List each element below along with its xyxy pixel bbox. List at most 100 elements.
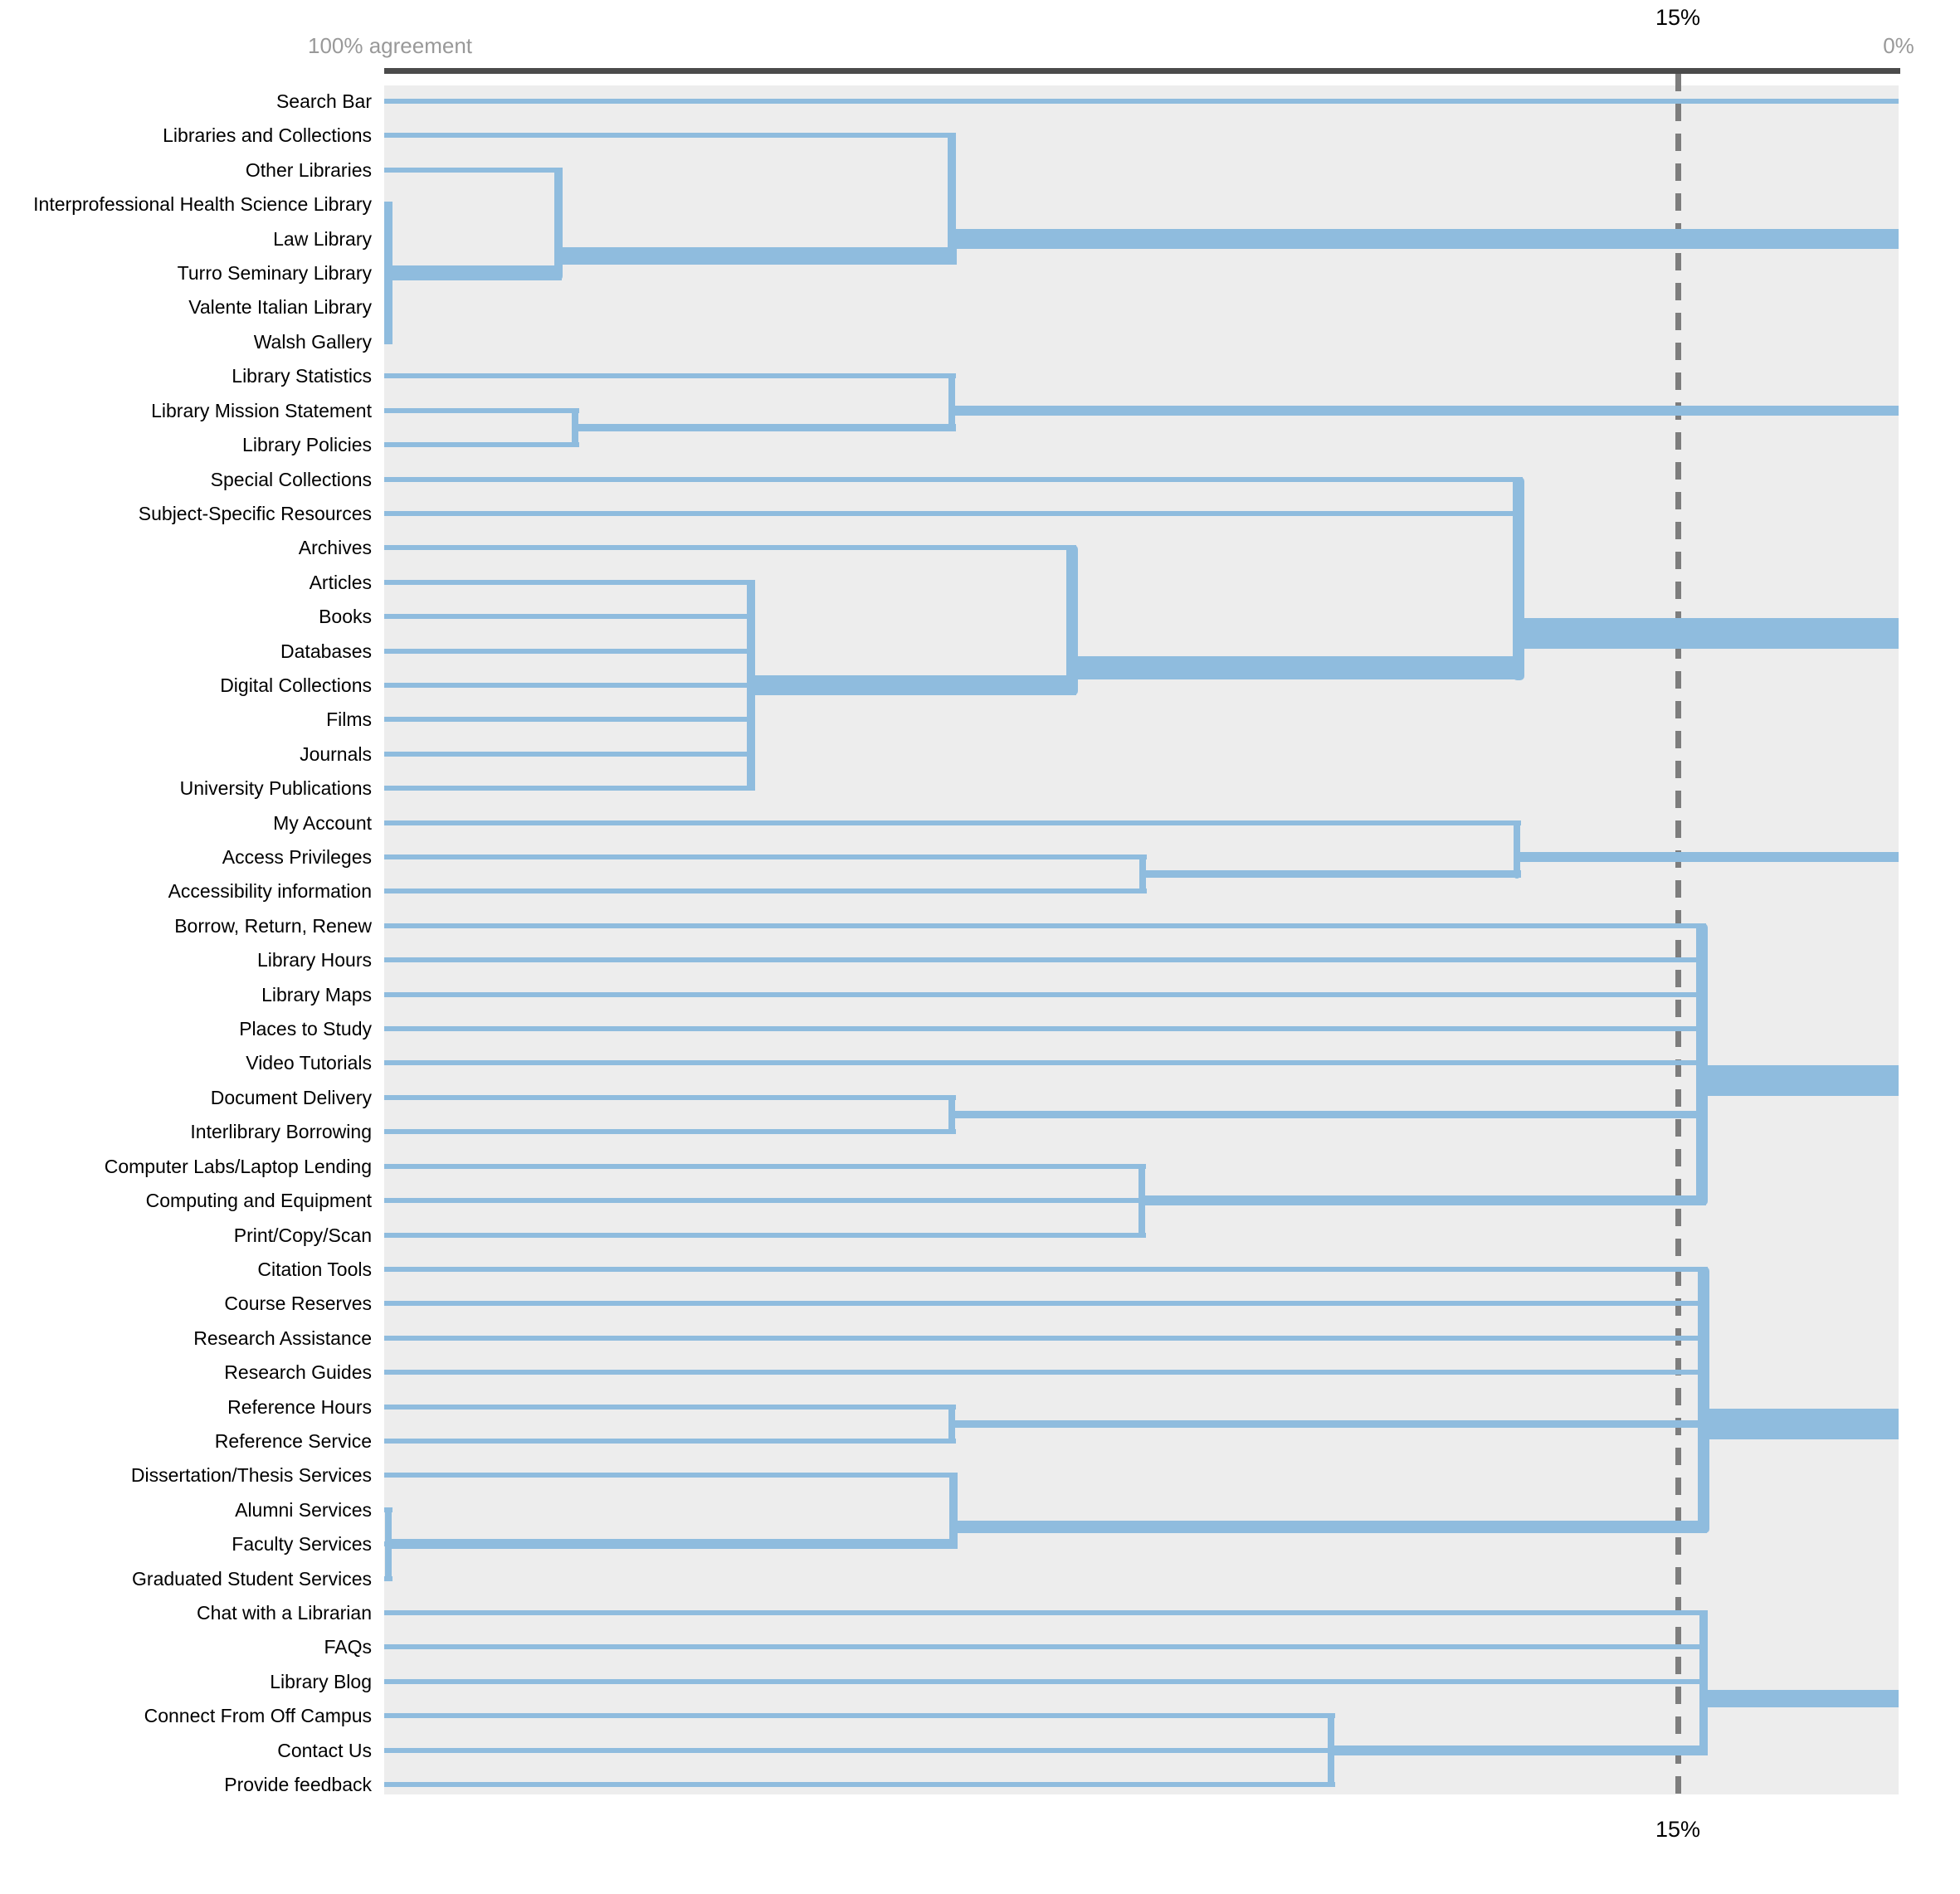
dendrogram-branch-line: [384, 1026, 1706, 1031]
item-label: Library Hours: [256, 949, 372, 971]
dendrogram-branch-line: [575, 424, 956, 431]
dendrogram-branch-line: [1517, 852, 1899, 862]
item-label: Document Delivery: [210, 1087, 372, 1108]
dendrogram-branch-line: [384, 1748, 1335, 1753]
item-label: Dissertation/Thesis Services: [130, 1464, 372, 1486]
dendrogram-merge-connector: [1514, 820, 1520, 879]
item-label: Library Maps: [261, 984, 372, 1005]
dendrogram-branch-line: [384, 408, 579, 413]
dendrogram-branch-line: [384, 992, 1706, 997]
dendrogram-branch-line: [952, 229, 1899, 249]
dendrogram-branch-line: [384, 168, 563, 173]
item-label: My Account: [273, 812, 372, 834]
dendrogram-merge-connector: [1066, 545, 1078, 695]
dendrogram-branch-line: [1142, 1195, 1706, 1205]
dendrogram-branch-line: [384, 1129, 956, 1134]
dendrogram-merge-connector: [384, 202, 392, 344]
dendrogram-branch-line: [384, 752, 755, 757]
item-label: Research Assistance: [193, 1327, 372, 1349]
dendrogram-branch-line: [384, 1713, 1335, 1718]
dendrogram-branch-line: [1143, 870, 1521, 878]
dendrogram-branch-line: [384, 1473, 958, 1478]
dendrogram-branch-line: [384, 1233, 1146, 1238]
item-label: Alumni Services: [235, 1499, 372, 1521]
dendrogram-branch-line: [384, 133, 956, 138]
item-label-column: Search Bar Libraries and Collections Other…: [0, 0, 375, 1894]
item-label: Print/Copy/Scan: [233, 1225, 372, 1246]
item-label: Library Policies: [242, 434, 372, 455]
threshold-line[interactable]: [1675, 74, 1681, 1794]
dendrogram-branch-line: [384, 820, 1521, 825]
item-label: Databases: [280, 640, 372, 662]
item-label: Films: [326, 708, 372, 730]
item-label: Law Library: [273, 228, 372, 250]
dendrogram-branch-line: [952, 1420, 1707, 1428]
dendrogram-branch-line: [388, 265, 562, 280]
dendrogram-branch-line: [384, 614, 755, 619]
dendrogram-merge-connector: [1139, 854, 1146, 893]
dendrogram-branch-line: [384, 1610, 1708, 1615]
item-label: Interprofessional Health Science Library: [33, 193, 372, 215]
dendrogram-branch-line: [384, 1164, 1146, 1169]
dendrogram-branch-line: [384, 1782, 1335, 1787]
dendrogram-branch-line: [384, 373, 956, 378]
item-label: Articles: [309, 572, 372, 593]
dendrogram-branch-line: [953, 1521, 1707, 1533]
dendrogram-branch-line: [952, 406, 1899, 416]
dendrogram-branch-line: [384, 957, 1706, 962]
dendrogram-branch-line: [952, 1111, 1705, 1118]
dendrogram-branch-line: [384, 1301, 1708, 1306]
dendrogram-branch-line: [751, 675, 1076, 695]
dendrogram-merge-connector: [948, 133, 956, 264]
dendrogram-branch-line: [384, 442, 579, 447]
item-label: Video Tutorials: [246, 1052, 372, 1074]
item-label: Libraries and Collections: [163, 124, 372, 146]
dendrogram-branch-line: [1072, 656, 1523, 679]
dendrogram-branch-line: [384, 889, 1147, 893]
dendrogram-plot-background: [384, 85, 1899, 1794]
dendrogram-branch-line: [384, 1644, 1708, 1649]
item-label: Walsh Gallery: [253, 331, 372, 353]
dendrogram-merge-connector: [1696, 923, 1708, 1205]
item-label: Provide feedback: [224, 1774, 372, 1795]
item-label: Accessibility information: [168, 880, 372, 902]
dendrogram-branch-line: [384, 683, 755, 688]
item-label: Digital Collections: [220, 674, 372, 696]
dendrogram-branch-line: [384, 1267, 1708, 1272]
item-label: Search Bar: [275, 90, 372, 112]
item-label: Graduated Student Services: [132, 1568, 372, 1590]
dendrogram-branch-line: [1331, 1745, 1708, 1755]
item-label: University Publications: [179, 777, 372, 799]
item-label: Library Blog: [270, 1671, 372, 1692]
item-label: Library Mission Statement: [151, 400, 372, 421]
dendrogram-branch-line: [384, 1370, 1708, 1375]
item-label: Course Reserves: [224, 1293, 372, 1314]
item-label: Special Collections: [210, 469, 372, 490]
axis-right-label: 0%: [1883, 33, 1914, 58]
dendrogram-branch-line: [384, 1060, 1706, 1065]
item-label: Reference Hours: [227, 1396, 372, 1418]
item-label: Access Privileges: [222, 846, 372, 868]
item-label: Computer Labs/Laptop Lending: [104, 1156, 372, 1177]
agreement-axis-bar: [384, 68, 1900, 74]
dendrogram-merge-connector: [554, 168, 563, 280]
item-label: Computing and Equipment: [145, 1190, 372, 1211]
dendrogram-branch-line: [1704, 1409, 1899, 1439]
dendrogram-branch-line: [384, 580, 755, 585]
dendrogram-merge-connector: [385, 1507, 392, 1581]
dendrogram-merge-connector: [948, 1405, 955, 1444]
item-label: Citation Tools: [257, 1259, 372, 1280]
dendrogram-branch-line: [384, 649, 755, 654]
dendrogram-branch-line: [384, 1198, 1146, 1203]
dendrogram-merge-connector: [949, 1473, 958, 1549]
dendrogram-merge-connector: [747, 580, 755, 791]
threshold-label-bottom: 15%: [1655, 1817, 1701, 1842]
dendrogram-merge-connector: [948, 373, 955, 431]
dendrogram-branch-line: [388, 1539, 958, 1549]
dendrogram-branch-line: [384, 1679, 1708, 1684]
dendrogram-branch-line: [1519, 618, 1899, 649]
dendrogram-branch-line: [384, 923, 1706, 928]
dendrogram-branch-line: [384, 99, 1899, 104]
dendrogram-merge-connector: [1328, 1713, 1334, 1787]
item-label: Faculty Services: [232, 1533, 372, 1555]
